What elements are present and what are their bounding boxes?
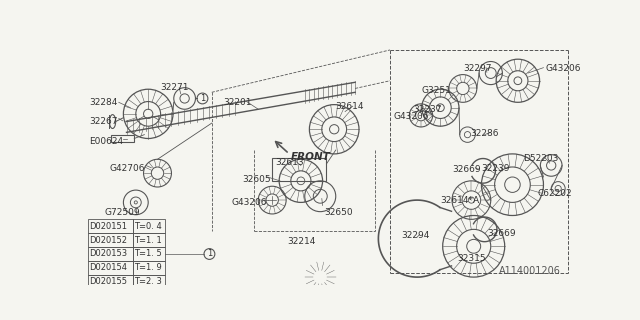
Bar [111, 135, 134, 141]
Bar [132, 219, 165, 233]
Text: T=0. 4: T=0. 4 [134, 222, 162, 231]
Text: 32614: 32614 [336, 102, 364, 111]
Bar [88, 219, 132, 233]
Text: D020152: D020152 [90, 236, 127, 245]
Text: FRONT: FRONT [291, 152, 330, 162]
Bar [132, 247, 165, 261]
Bar [88, 261, 132, 275]
Bar [88, 247, 132, 261]
Text: T=1. 1: T=1. 1 [134, 236, 162, 245]
Bar [132, 275, 165, 289]
Text: 32669: 32669 [452, 165, 481, 174]
Bar [88, 233, 132, 247]
Text: G72509: G72509 [105, 208, 140, 217]
Text: A114001206: A114001206 [499, 266, 561, 276]
Text: G43206: G43206 [394, 112, 429, 121]
Text: 32271: 32271 [161, 83, 189, 92]
Text: E00624: E00624 [90, 137, 124, 146]
Text: D52203: D52203 [524, 154, 559, 163]
Text: 32605: 32605 [243, 175, 271, 184]
Text: T=1. 9: T=1. 9 [134, 263, 162, 272]
Text: 32650: 32650 [324, 208, 353, 217]
Text: T=1. 5: T=1. 5 [134, 250, 162, 259]
Text: 32201: 32201 [223, 99, 252, 108]
Text: 1: 1 [200, 94, 205, 103]
Text: D020153: D020153 [90, 250, 127, 259]
Text: 32237: 32237 [413, 105, 442, 114]
Text: 32613: 32613 [275, 158, 304, 167]
Text: C62202: C62202 [537, 188, 572, 197]
Bar [88, 275, 132, 289]
Text: 32284: 32284 [90, 99, 118, 108]
Text: 32614*A: 32614*A [440, 196, 479, 205]
Text: G42706: G42706 [109, 164, 145, 173]
Text: 32286: 32286 [470, 129, 499, 138]
Bar [132, 261, 165, 275]
Text: D020155: D020155 [90, 277, 127, 286]
Bar [132, 233, 165, 247]
Text: D020151: D020151 [90, 222, 127, 231]
Text: 1: 1 [207, 250, 212, 259]
Text: 32267: 32267 [90, 117, 118, 126]
Text: 32669: 32669 [487, 229, 515, 238]
Text: T=2. 3: T=2. 3 [134, 277, 162, 286]
Text: D020154: D020154 [90, 263, 127, 272]
Text: G3251: G3251 [421, 86, 451, 95]
Text: G43206: G43206 [545, 64, 580, 73]
Text: 32294: 32294 [402, 231, 430, 240]
Bar [272, 158, 326, 181]
Text: 32297: 32297 [463, 64, 492, 73]
Text: 32239: 32239 [481, 164, 510, 173]
Text: 32214: 32214 [288, 237, 316, 246]
Text: 32315: 32315 [458, 254, 486, 263]
Text: G43206: G43206 [231, 198, 267, 207]
